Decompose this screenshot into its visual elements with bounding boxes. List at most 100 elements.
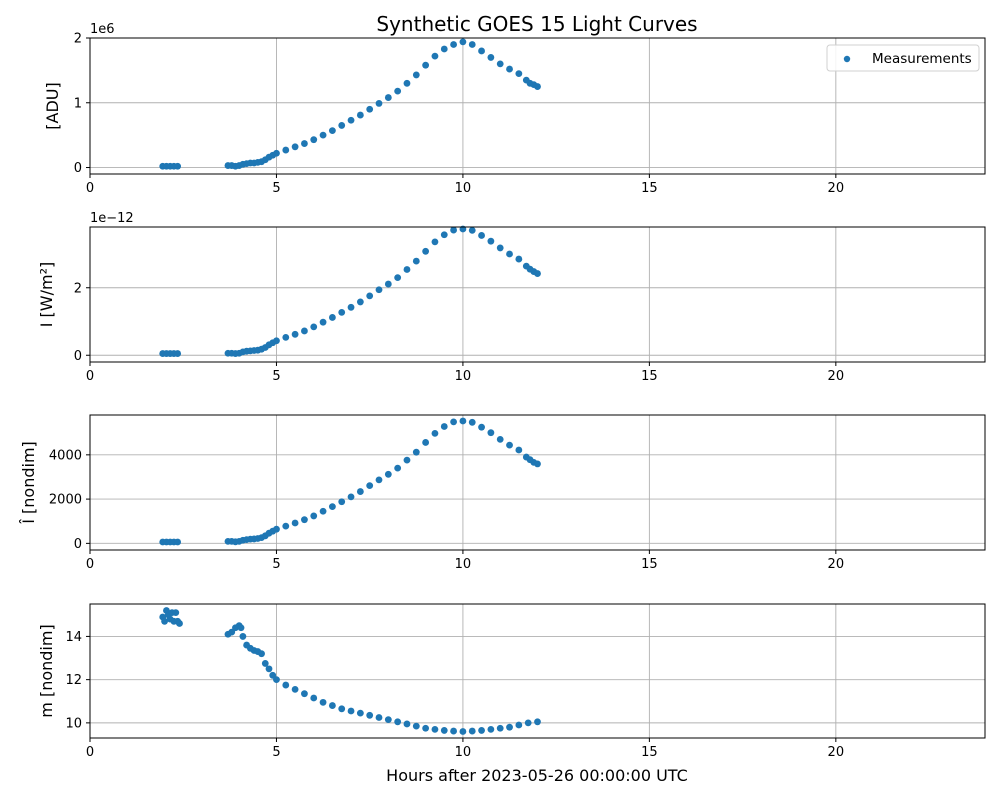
legend-label: Measurements bbox=[872, 51, 972, 67]
y-axis-label: Î [nondim] bbox=[19, 441, 38, 525]
data-point bbox=[487, 725, 495, 733]
data-point bbox=[356, 488, 364, 495]
data-point bbox=[261, 660, 269, 667]
x-tick-label: 0 bbox=[86, 745, 94, 760]
x-tick-label: 0 bbox=[86, 557, 94, 572]
data-point bbox=[347, 303, 355, 311]
data-point bbox=[328, 702, 336, 709]
data-point bbox=[291, 519, 299, 527]
data-point bbox=[459, 417, 467, 425]
data-point bbox=[403, 79, 411, 87]
data-point bbox=[506, 65, 513, 73]
data-point bbox=[459, 728, 467, 735]
y-tick-label: 4000 bbox=[49, 448, 82, 463]
data-point bbox=[384, 716, 392, 724]
axes-frame bbox=[89, 226, 986, 363]
data-point bbox=[291, 330, 299, 338]
x-tick-label: 0 bbox=[86, 181, 94, 196]
panel-adu: 0 5 10 15 20 0 1 2 1e6 [ADU] Measurements bbox=[43, 22, 986, 196]
data-point bbox=[319, 507, 327, 515]
y-tick-label: 2000 bbox=[49, 493, 82, 508]
data-point bbox=[301, 140, 308, 147]
x-tick-label: 20 bbox=[828, 181, 845, 196]
data-point bbox=[273, 149, 280, 157]
data-point bbox=[347, 116, 355, 124]
data-point bbox=[487, 429, 495, 437]
y-tick-label: 2 bbox=[74, 32, 82, 47]
data-point bbox=[338, 705, 346, 713]
data-point bbox=[450, 226, 457, 234]
data-point bbox=[310, 512, 318, 520]
y-tick-label: 10 bbox=[65, 716, 82, 731]
axes-frame bbox=[89, 603, 986, 739]
data-point bbox=[366, 105, 374, 113]
data-point bbox=[328, 503, 336, 511]
data-point bbox=[384, 280, 392, 288]
data-point bbox=[422, 439, 430, 446]
data-point bbox=[338, 122, 346, 129]
data-point bbox=[403, 266, 411, 273]
data-point bbox=[258, 650, 265, 658]
data-point bbox=[347, 493, 355, 501]
data-point bbox=[515, 70, 523, 78]
data-point bbox=[431, 429, 439, 437]
data-point bbox=[282, 681, 290, 689]
data-point bbox=[291, 143, 299, 151]
data-point bbox=[440, 231, 448, 239]
data-point bbox=[273, 337, 280, 345]
y-tick-label: 1 bbox=[74, 96, 82, 111]
y-tick-label: 2 bbox=[74, 281, 82, 296]
legend-marker bbox=[843, 55, 851, 63]
data-point bbox=[422, 724, 430, 732]
data-point bbox=[403, 456, 411, 464]
data-point bbox=[487, 237, 495, 245]
data-point bbox=[440, 423, 448, 430]
data-point bbox=[310, 323, 318, 331]
data-point bbox=[478, 232, 485, 239]
legend-box bbox=[826, 44, 980, 72]
data-point bbox=[478, 423, 485, 431]
data-point bbox=[431, 52, 439, 60]
data-point bbox=[468, 226, 476, 234]
data-point bbox=[412, 448, 420, 456]
y-tick-label: 0 bbox=[74, 161, 82, 176]
data-point bbox=[412, 71, 420, 79]
data-point bbox=[515, 255, 523, 263]
axes-frame bbox=[89, 414, 986, 551]
data-point bbox=[431, 725, 439, 733]
data-point bbox=[450, 41, 457, 48]
data-point bbox=[534, 460, 541, 468]
data-point bbox=[506, 441, 513, 449]
data-point bbox=[356, 111, 364, 119]
data-point bbox=[440, 727, 448, 734]
y-axis-label: I [W/m²] bbox=[37, 262, 56, 328]
x-tick-label: 20 bbox=[828, 745, 845, 760]
data-point bbox=[478, 727, 485, 734]
data-point bbox=[440, 45, 448, 53]
data-point bbox=[375, 476, 383, 484]
x-tick-label: 20 bbox=[828, 369, 845, 384]
data-point bbox=[394, 464, 402, 472]
data-point bbox=[534, 83, 541, 90]
data-point bbox=[515, 446, 523, 454]
data-point bbox=[524, 719, 532, 727]
data-point bbox=[265, 665, 273, 673]
offset-text: 1e6 bbox=[90, 22, 115, 37]
x-tick-label: 15 bbox=[641, 745, 658, 760]
data-point bbox=[403, 720, 411, 728]
data-point bbox=[375, 100, 383, 107]
y-tick-label: 0 bbox=[74, 349, 82, 364]
data-point bbox=[384, 470, 392, 478]
x-axis-label: Hours after 2023-05-26 00:00:00 UTC bbox=[386, 766, 688, 785]
data-point bbox=[174, 162, 182, 170]
data-point bbox=[237, 624, 245, 632]
data-point bbox=[515, 721, 523, 729]
data-point bbox=[366, 482, 374, 489]
panel-magnitude: 0 5 10 15 20 10 12 14 m [nondim] bbox=[37, 603, 986, 760]
offset-text: 1e−12 bbox=[90, 211, 134, 226]
data-point bbox=[273, 525, 280, 533]
data-point bbox=[282, 146, 290, 154]
x-tick-label: 10 bbox=[455, 745, 472, 760]
